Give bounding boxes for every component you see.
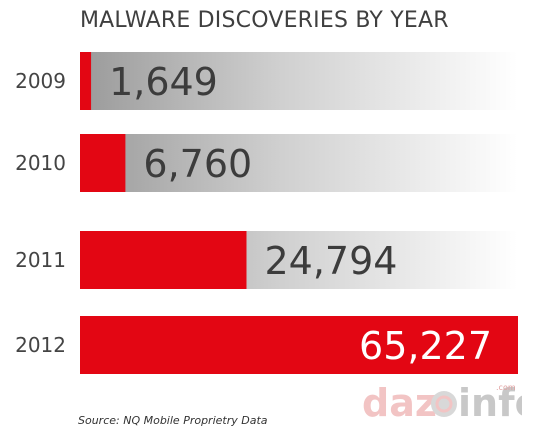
- year-label: 2012: [15, 333, 66, 357]
- dazeinfo-logo: daz info .com: [362, 381, 522, 425]
- value-label: 24,794: [264, 239, 397, 283]
- bar: [80, 134, 126, 192]
- bar: [80, 52, 92, 110]
- value-label: 6,760: [143, 142, 252, 186]
- logo-text-left: daz: [362, 381, 437, 425]
- bar: [80, 231, 247, 289]
- bar-track: [80, 134, 518, 192]
- year-label: 2009: [15, 69, 66, 93]
- value-label: 65,227: [359, 324, 492, 368]
- bar: [80, 316, 518, 374]
- year-label: 2011: [15, 248, 66, 272]
- chart-title: MALWARE DISCOVERIES BY YEAR: [80, 8, 449, 33]
- year-label: 2010: [15, 151, 66, 175]
- logo-e-icon: [431, 391, 457, 417]
- logo-superscript: .com: [496, 383, 516, 392]
- logo-text-right: info: [458, 381, 522, 425]
- source-note: Source: NQ Mobile Proprietry Data: [78, 414, 268, 427]
- value-label: 1,649: [109, 60, 218, 104]
- bar-track: [80, 52, 518, 110]
